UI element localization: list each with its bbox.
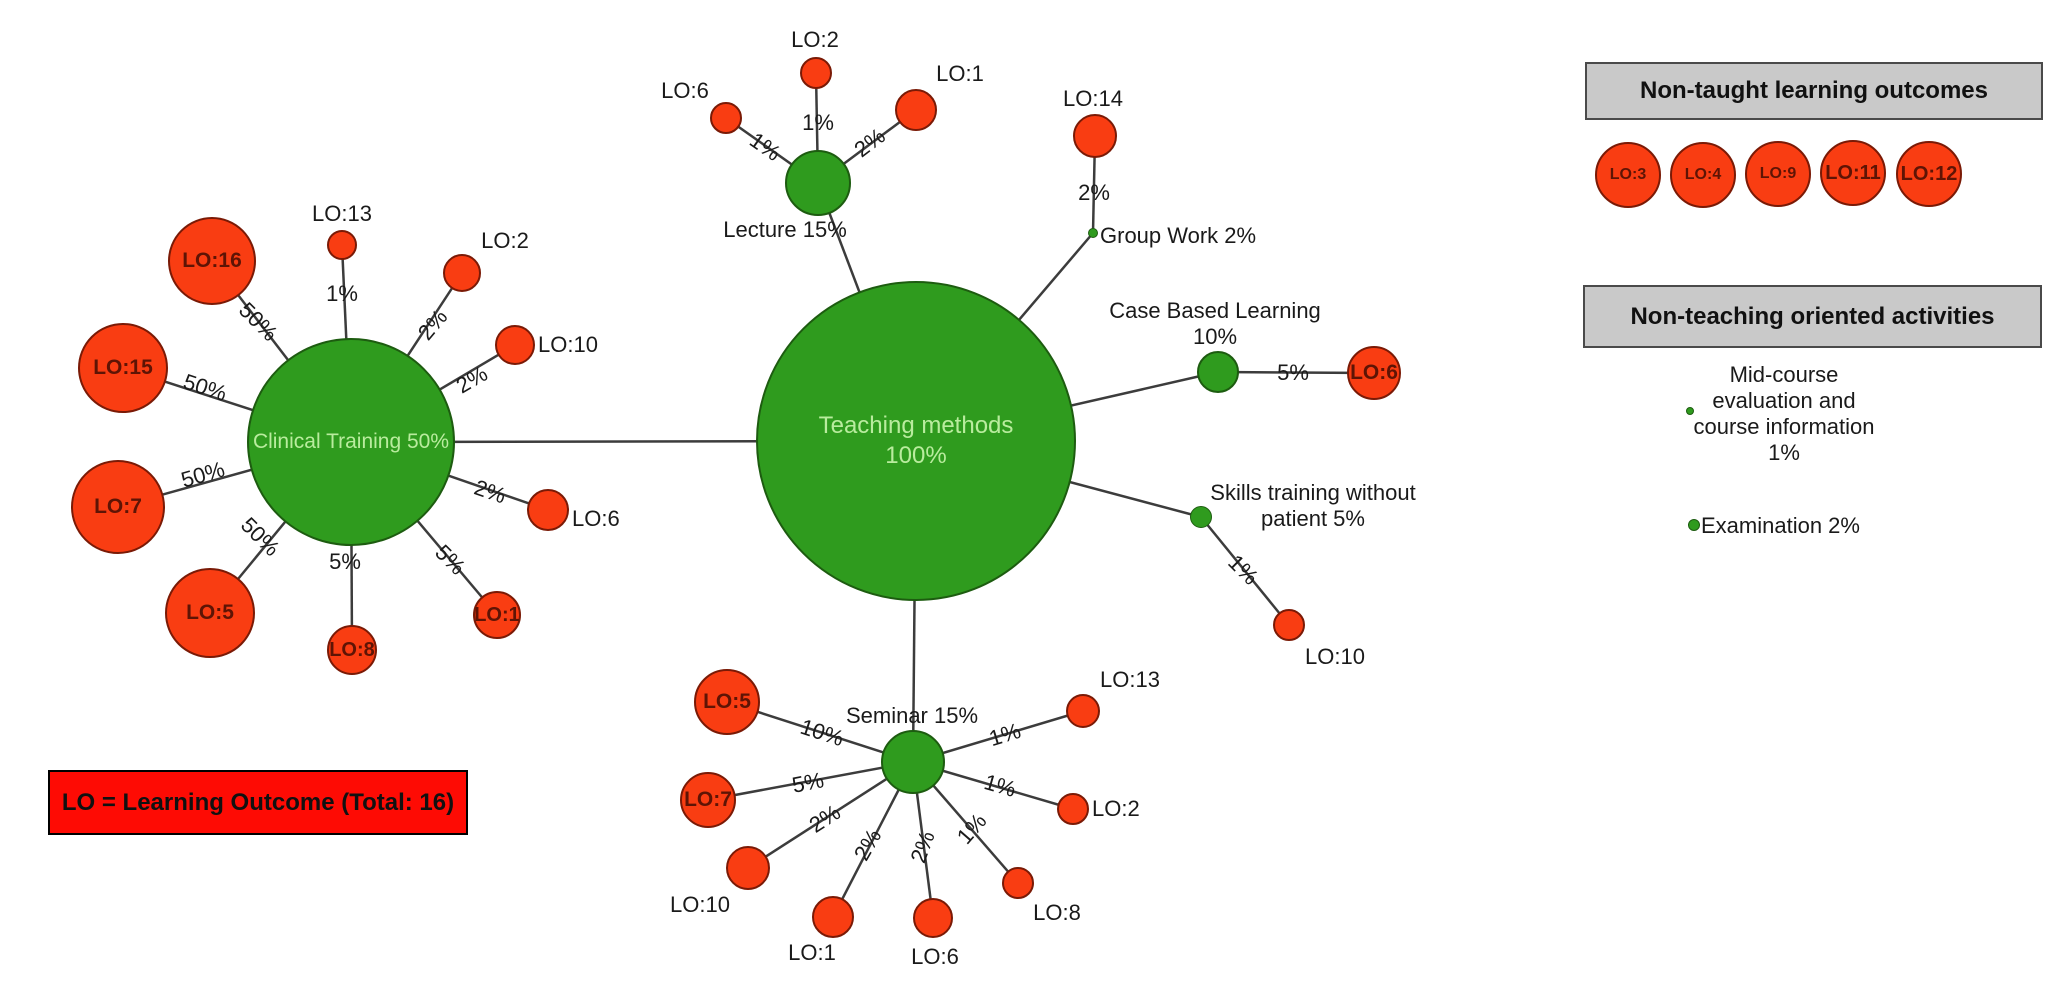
pct-groupwork-lo14: 2%: [1078, 180, 1110, 205]
pct-clinical-lo13: 1%: [326, 281, 358, 306]
satellite-lecture-lo1: [895, 89, 937, 131]
satellite-label: LO:7: [94, 495, 142, 518]
label-groupwork-lo14: LO:14: [1063, 86, 1123, 111]
node-group-work: [1088, 228, 1098, 238]
label-lecture-lo6: LO:6: [661, 78, 709, 103]
satellite-label: LO:8: [329, 638, 375, 661]
label-seminar-lo1: LO:1: [788, 940, 836, 965]
satellite-label: LO:6: [1350, 361, 1398, 384]
legend-text: LO = Learning Outcome (Total: 16): [61, 788, 455, 816]
group-work-label: Group Work 2%: [1100, 223, 1257, 248]
satellite-label: LO:5: [703, 690, 751, 713]
label-clinical-lo6: LO:6: [572, 506, 620, 531]
satellite-clinical-lo13: [327, 230, 357, 260]
panel-non-teaching-title: Non-teaching oriented activities: [1630, 302, 1995, 330]
label-lecture-lo2: LO:2: [791, 27, 839, 52]
examination-label: Examination 2%: [1701, 513, 1860, 538]
node-seminar: [881, 730, 945, 794]
satellite-seminar-lo8: [1002, 867, 1034, 899]
label-seminar-lo13: LO:13: [1100, 667, 1160, 692]
label-clinical-lo10: LO:10: [538, 332, 598, 357]
satellite-label: LO:16: [182, 249, 242, 272]
panel-circle-lo11: LO:11: [1820, 140, 1886, 206]
satellite-clinical-lo15: LO:15: [78, 323, 168, 413]
teaching-methods-label: Teaching methods 100%: [818, 412, 1014, 469]
panel-circle-lo9: LO:9: [1745, 141, 1811, 207]
label-seminar-lo6: LO:6: [911, 944, 959, 969]
edge-seminar-lo7: [707, 760, 914, 802]
satellite-seminar-lo6: [913, 898, 953, 938]
examination-dot: [1688, 519, 1700, 531]
clinical-training-label: Clinical Training 50%: [252, 430, 450, 453]
label-clinical-lo2: LO:2: [481, 228, 529, 253]
mid-course-dot: [1686, 407, 1694, 415]
pct-clinical-lo8: 5%: [329, 549, 361, 574]
satellite-clinical-lo7: LO:7: [71, 460, 165, 554]
satellite-label: LO:1: [474, 603, 520, 626]
satellite-clinical-lo5: LO:5: [165, 568, 255, 658]
panel-non-teaching-header: Non-teaching oriented activities: [1583, 285, 2042, 348]
satellite-label: LO:9: [1759, 165, 1797, 182]
satellite-casebased-lo6: LO:6: [1347, 346, 1401, 400]
satellite-clinical-lo10: [495, 325, 535, 365]
label-seminar-lo10: LO:10: [670, 892, 730, 917]
satellite-seminar-lo13: [1066, 694, 1100, 728]
pct-lecture-lo2: 1%: [802, 110, 834, 135]
pct-casebased-lo6: 5%: [1277, 360, 1309, 385]
lecture-label: Lecture 15%: [723, 217, 847, 242]
satellite-seminar-lo2: [1057, 793, 1089, 825]
satellite-label: LO:3: [1609, 166, 1647, 183]
satellite-label: LO:7: [684, 788, 732, 811]
label-seminar-lo2: LO:2: [1092, 796, 1140, 821]
node-clinical-training: Clinical Training 50%: [247, 338, 455, 546]
satellite-label: LO:4: [1684, 166, 1722, 183]
satellite-clinical-lo16: LO:16: [168, 217, 256, 305]
node-case-based-learning: [1197, 351, 1239, 393]
panel-circle-lo4: LO:4: [1670, 142, 1736, 208]
satellite-seminar-lo1: [812, 896, 854, 938]
satellite-lecture-lo2: [800, 57, 832, 89]
panel-circle-lo3: LO:3: [1595, 142, 1661, 208]
node-skills-training: [1190, 506, 1212, 528]
label-clinical-lo13: LO:13: [312, 201, 372, 226]
satellite-skills-lo10: [1273, 609, 1305, 641]
satellite-label: LO:12: [1900, 162, 1958, 185]
satellite-seminar-lo5: LO:5: [694, 669, 760, 735]
case-based-learning-label: Case Based Learning 10%: [1109, 298, 1321, 349]
panel-non-taught-header: Non-taught learning outcomes: [1585, 62, 2043, 120]
edge-skills-lo10: [1200, 516, 1290, 626]
satellite-clinical-lo2: [443, 254, 481, 292]
label-lecture-lo1: LO:1: [936, 61, 984, 86]
seminar-label: Seminar 15%: [845, 703, 979, 728]
satellite-label: LO:5: [186, 601, 234, 624]
satellite-seminar-lo10: [726, 846, 770, 890]
satellite-label: LO:15: [93, 356, 153, 379]
satellite-groupwork-lo14: [1073, 114, 1117, 158]
satellite-lecture-lo6: [710, 102, 742, 134]
satellite-clinical-lo1: LO:1: [473, 591, 521, 639]
skills-training-label: Skills training without patient 5%: [1210, 480, 1416, 531]
legend-box: LO = Learning Outcome (Total: 16): [48, 770, 468, 835]
node-teaching-methods: Teaching methods 100%: [756, 281, 1076, 601]
panel-non-taught-title: Non-taught learning outcomes: [1640, 77, 1988, 104]
mid-course-label: Mid-course evaluation and course informa…: [1693, 362, 1875, 465]
satellite-clinical-lo6: [527, 489, 569, 531]
panel-circle-lo12: LO:12: [1896, 141, 1962, 207]
satellite-label: LO:11: [1825, 161, 1881, 184]
satellite-clinical-lo8: LO:8: [327, 625, 377, 675]
label-skills-lo10: LO:10: [1305, 644, 1365, 669]
node-lecture: [785, 150, 851, 216]
label-seminar-lo8: LO:8: [1033, 900, 1081, 925]
satellite-seminar-lo7: LO:7: [680, 772, 736, 828]
